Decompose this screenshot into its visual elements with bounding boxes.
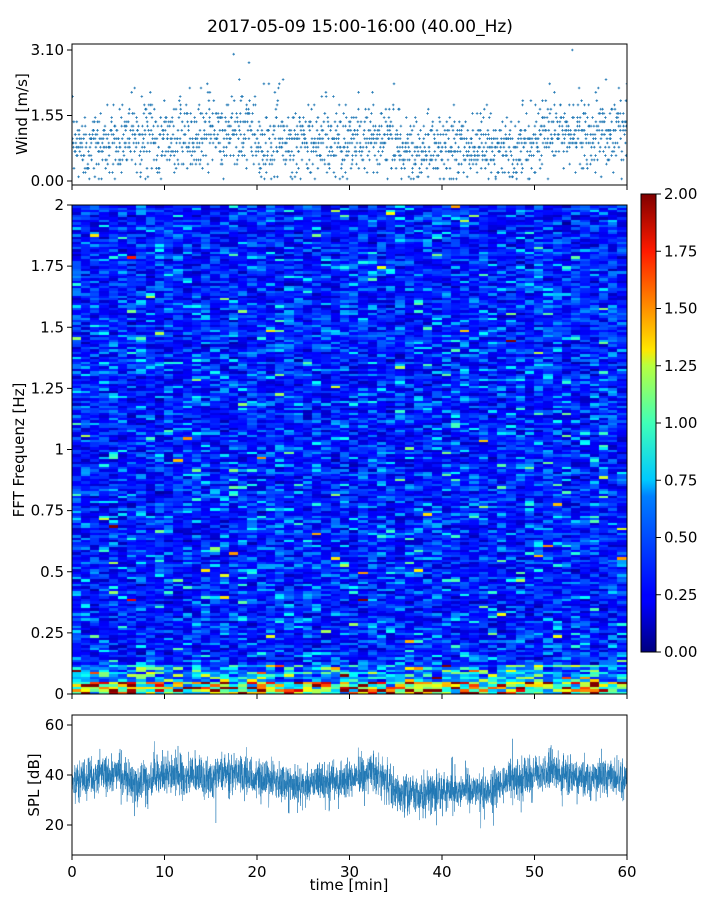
spectrogram-y-label: FFT Frequenz [Hz] — [10, 383, 28, 518]
spl-x-tick-label: 60 — [617, 863, 636, 881]
spl-line-area — [72, 738, 627, 829]
spl-x-tick-label: 0 — [67, 863, 77, 881]
spectrogram-y-tick-label: 2 — [54, 196, 64, 214]
spl-y-label: SPL [dB] — [25, 753, 43, 816]
spectrogram-image-holder — [72, 205, 627, 694]
wind-y-tick-label: 3.10 — [31, 41, 64, 59]
colorbar-ticks: 0.00 0.25 0.50 0.75 1.00 1.25 1.50 1.75 2.00 — [656, 185, 697, 661]
wind-panel: 0.00 1.55 3.10 Wind [m/s] — [13, 41, 628, 190]
spectrogram-x-ticks — [71, 694, 628, 699]
colorbar-gradient — [641, 194, 656, 652]
spl-y-ticks: 20 40 60 — [45, 716, 72, 834]
spl-y-tick-label: 20 — [45, 816, 64, 834]
wind-x-ticks — [71, 185, 628, 190]
colorbar-tick-label: 1.00 — [664, 414, 697, 432]
spectrogram-y-tick-label: 0 — [54, 685, 64, 703]
spl-x-tick-label: 50 — [525, 863, 544, 881]
spl-y-tick-label: 40 — [45, 766, 64, 784]
spectrogram-y-tick-label: 0.5 — [40, 563, 64, 581]
wind-y-tick-label: 1.55 — [31, 107, 64, 125]
colorbar-tick-label: 2.00 — [664, 185, 697, 203]
spl-x-label: time [min] — [310, 876, 389, 894]
spl-x-tick-label: 40 — [432, 863, 451, 881]
colorbar-tick-label: 0.25 — [664, 586, 697, 604]
colorbar-tick-label: 0.75 — [664, 471, 697, 489]
spl-x-tick-label: 30 — [340, 863, 359, 881]
spectrogram-y-tick-label: 1.75 — [31, 257, 64, 275]
spl-axes-frame — [71, 714, 628, 856]
wind-y-label: Wind [m/s] — [13, 73, 31, 155]
spectrogram-y-tick-label: 1.25 — [31, 379, 64, 397]
wind-y-ticks: 0.00 1.55 3.10 — [31, 41, 72, 190]
spectrogram-y-tick-label: 1 — [54, 441, 64, 459]
colorbar-tick-label: 1.50 — [664, 300, 697, 318]
colorbar-tick-label: 0.50 — [664, 529, 697, 547]
spl-x-tick-label: 20 — [247, 863, 266, 881]
spl-x-ticks: 0 10 20 30 40 50 60 — [67, 855, 637, 881]
spectrogram-y-tick-label: 1.5 — [40, 318, 64, 336]
spectrogram-y-tick-label: 0.25 — [31, 624, 64, 642]
wind-y-tick-label: 0.00 — [31, 172, 64, 190]
wind-scatter-points — [72, 48, 627, 181]
spectrogram-heatmap — [72, 205, 627, 694]
colorbar-tick-label: 1.25 — [664, 357, 697, 375]
spectrogram-y-ticks: 0 0.25 0.5 0.75 1 1.25 1.5 1.75 2 — [31, 196, 72, 703]
spectrogram-y-tick-label: 0.75 — [31, 502, 64, 520]
colorbar-tick-label: 1.75 — [664, 242, 697, 260]
colorbar: 0.00 0.25 0.50 0.75 1.00 1.25 1.50 1.75 2.00 — [640, 185, 697, 661]
spl-series-line — [72, 738, 627, 829]
spl-panel: 20 40 60 0 10 20 30 40 50 60 SPL [dB] time [min] — [25, 714, 637, 894]
colorbar-tick-label: 0.00 — [664, 643, 697, 661]
wind-axes-frame — [71, 43, 628, 186]
spectrogram-panel: 0 0.25 0.5 0.75 1 1.25 1.5 1.75 2 FFT Frequenz [… — [10, 196, 628, 703]
wind-scatter-marker — [72, 48, 627, 181]
spl-y-tick-label: 60 — [45, 716, 64, 734]
figure-title: 2017-05-09 15:00-16:00 (40.00_Hz) — [207, 17, 513, 37]
spl-x-tick-label: 10 — [155, 863, 174, 881]
